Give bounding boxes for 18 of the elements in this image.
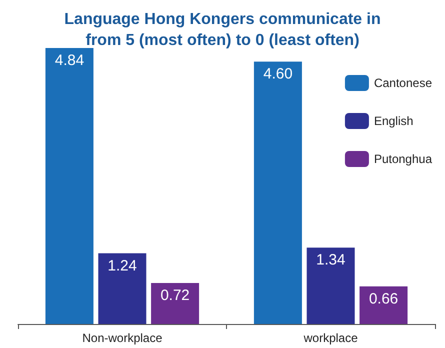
legend-label: English bbox=[374, 114, 414, 128]
bar bbox=[151, 282, 200, 324]
x-tick-label: Non-workplace bbox=[82, 331, 163, 345]
data-label: 1.34 bbox=[316, 252, 346, 269]
x-tick-label: workplace bbox=[302, 331, 358, 345]
data-label: 0.72 bbox=[160, 286, 190, 304]
data-label: 0.66 bbox=[368, 290, 398, 308]
legend-label: Putonghua bbox=[374, 152, 432, 166]
data-label: 4.60 bbox=[263, 66, 293, 83]
legend-label: Cantonese bbox=[374, 76, 432, 90]
data-label: 4.84 bbox=[54, 52, 84, 69]
bar bbox=[306, 248, 355, 324]
bar bbox=[98, 253, 146, 324]
bar bbox=[254, 62, 302, 324]
bar bbox=[360, 286, 408, 324]
data-label: 1.24 bbox=[108, 257, 137, 274]
bar bbox=[45, 48, 94, 324]
chart-title: Language Hong Kongers communicate in from 5 (most often) to 0 (least often) bbox=[64, 11, 381, 49]
